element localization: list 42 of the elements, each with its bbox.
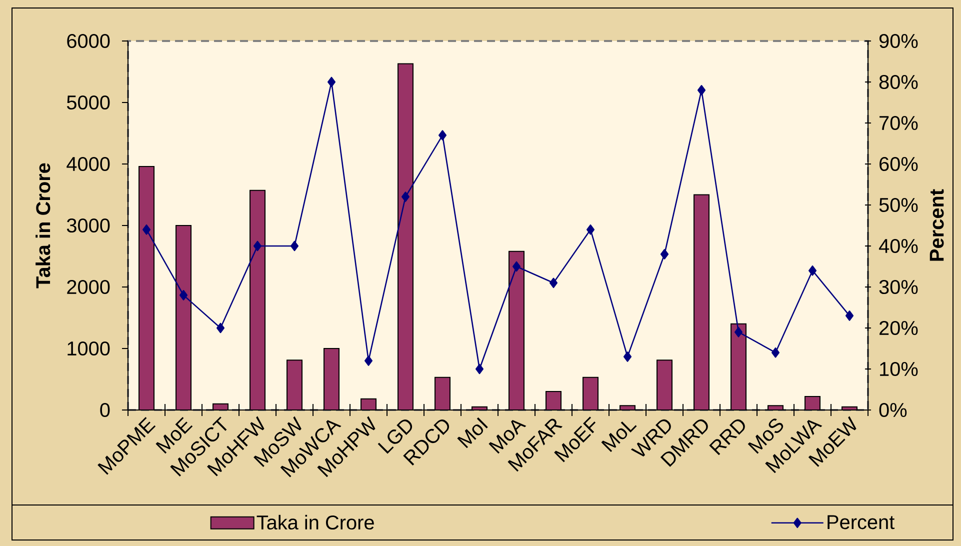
point [253,240,262,252]
y2-tick-label: 60% [880,156,918,172]
y2-tick-label: 80% [879,74,918,90]
point [697,85,706,96]
y2-tick-label: 40% [878,238,918,254]
y-axis-title: Taka in Crore [36,163,50,288]
y2-tick-label: 90% [879,34,918,48]
point [290,240,299,252]
point [512,261,521,272]
y-tick-label: 0 [100,402,110,418]
point [216,322,225,334]
y2-tick-label: 70% [880,116,918,130]
point [734,326,743,338]
y2-tick-label: 30% [879,280,918,294]
point [845,310,854,321]
point [327,76,336,88]
point [142,224,151,235]
y-tick-label: 6000 [67,34,110,48]
point [549,278,558,288]
legend-label: Taka in Crore [256,514,374,530]
point [364,356,373,366]
y2-tick-label: 50% [879,198,918,212]
y-tick-label: 4000 [66,156,110,172]
point [660,249,669,260]
y2-axis-title: Percent [930,189,944,261]
y2-tick-label: 10% [880,362,918,376]
point [179,290,188,300]
legend-label: Percent [828,515,895,530]
y-tick-label: 5000 [66,95,110,110]
y2-tick-label: 20% [880,320,918,336]
point [475,364,484,374]
point [586,224,595,235]
point [401,192,410,202]
point [623,352,632,362]
point [771,347,780,358]
x-tick-label: MoI [457,417,488,448]
y-tick-label: 1000 [68,341,110,356]
y-tick-label: 2000 [67,280,110,294]
y-tick-label: 3000 [66,218,110,233]
y2-tick-label: 0% [879,402,907,418]
point [438,130,447,140]
point [808,265,817,276]
